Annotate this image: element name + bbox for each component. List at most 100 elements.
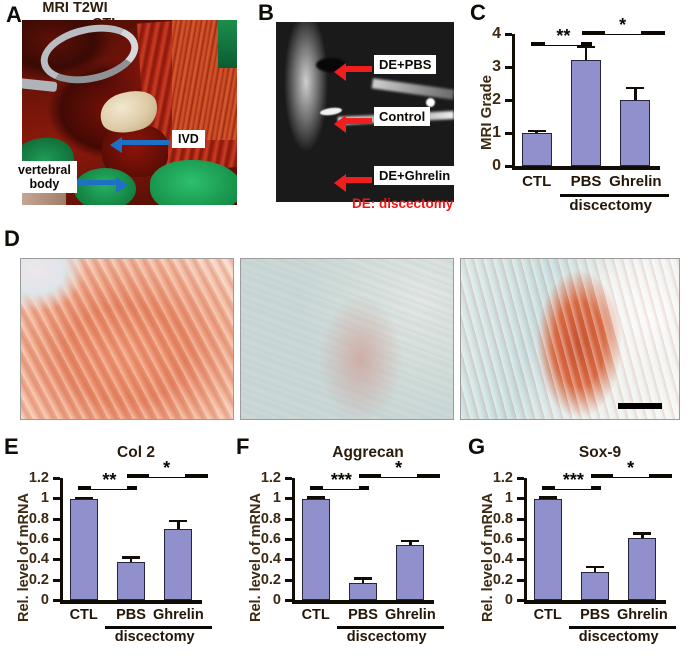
y-tick [285,578,292,582]
bar-ctl [533,499,562,600]
y-tick [53,477,60,480]
bar-ghrelin [396,545,425,600]
y-axis [524,478,527,600]
error-cap-pbs [122,556,140,559]
green-drape-4 [218,20,237,68]
x-tick-label-pbs: PBS [116,607,146,623]
y-tick [53,578,60,582]
y-tick [505,66,512,69]
sig-star-ctl-pbs: *** [555,471,592,489]
error-bar-pbs [129,556,133,563]
error-cap-ghrelin [626,86,645,90]
y-tick-label: 3 [492,58,501,75]
y-tick-label: 1.2 [492,469,513,486]
x-axis [292,600,434,604]
vertebral-body-label: vertebral body [12,161,77,193]
bar-ghrelin [628,537,657,600]
x-tick-label-pbs: PBS [580,607,610,623]
histology-image-ctl [20,258,234,420]
y-axis-label: Rel. level of mRNA [248,493,264,622]
y-tick-label: 0.4 [260,551,281,568]
de-footnote: DE: discectomy [352,196,454,211]
y-tick-label: 0 [504,591,513,608]
chart-panel-c: 0 1 2 3 4 CTL PBS Ghrelin ** * discectomy MRI Grade [460,0,700,222]
y-tick-label: 4 [492,25,501,42]
green-drape-3 [150,160,237,205]
y-tick [285,497,292,501]
y-tick-label: 1 [504,490,513,507]
y-tick [517,578,524,582]
y-axis [512,34,515,166]
error-bar-ghrelin [409,539,412,546]
y-tick [53,517,60,521]
plot-area: 0 0.2 0.4 0.6 0.8 1 1.2 CTL PBS Ghrelin *** * discec… [493,459,677,645]
y-axis-label: MRI Grade [478,74,495,150]
error-bar-ghrelin [641,532,644,538]
y-tick-label: 2 [492,91,501,108]
y-tick-label: 0.2 [28,571,49,588]
sig-star-pbs-ghrelin: * [380,459,417,477]
y-tick [517,477,524,480]
y-tick [53,599,60,602]
x-tick-label-ctl: CTL [301,607,330,623]
sig-star-pbs-ghrelin: * [148,459,185,477]
y-tick [285,477,292,480]
x-tick-label-ctl: CTL [522,173,552,190]
histology-image-ghrelin [460,258,680,420]
discectomy-group-line [560,194,670,197]
panel-letter-d: D [4,226,20,251]
y-tick-label: 0.2 [260,571,281,588]
error-cap-ghrelin [633,532,652,535]
y-tick-label: 0.2 [492,571,513,588]
y-tick-label: 1 [492,124,501,141]
y-tick-label: 0.6 [28,530,49,547]
y-tick-label: 1.2 [260,469,281,486]
panel-letter-c: C [470,0,486,25]
x-tick-label-ghrelin: Ghrelin [616,607,668,623]
chart-title: Sox-9 [578,444,622,461]
error-bar-pbs [593,565,597,572]
y-tick-label: 1 [40,490,49,507]
y-tick-label: 0.4 [492,551,513,568]
y-tick [517,558,524,562]
x-axis [60,600,202,604]
plot-area: 0 1 2 3 4 CTL PBS Ghrelin ** * discectomy [492,16,670,214]
y-tick-label: 0 [272,591,281,608]
chart-panel-g: 0 0.2 0.4 0.6 0.8 1 1.2 CTL PBS Ghrelin *** * discec… [464,430,700,662]
vertebral-body-label-line2: body [29,177,60,191]
x-axis [512,166,660,170]
x-tick-label-ctl: CTL [69,607,98,623]
y-tick [285,517,292,521]
y-tick-label: 1.2 [28,469,49,486]
sig-star-ctl-pbs: ** [545,27,582,45]
discectomy-group-line [569,626,677,629]
error-cap-ctl [74,496,93,500]
x-tick-label-pbs: PBS [570,173,602,190]
error-cap-ctl [306,496,325,499]
bar-pbs [571,60,601,166]
scale-bar [618,403,662,409]
y-tick [517,517,524,521]
y-tick-label: 0 [40,591,49,608]
y-tick [505,165,512,168]
panel-letter-g: G [468,434,486,459]
chart-title: Col 2 [117,444,155,461]
error-cap-ghrelin [169,519,188,523]
error-bar-pbs [361,577,365,583]
error-cap-pbs [354,577,372,580]
panel-letter-a: A [6,2,22,27]
error-cap-ghrelin [401,539,420,542]
bar-ghrelin [620,100,651,166]
bar-ctl [69,499,98,600]
error-cap-ctl [538,496,557,499]
y-tick [517,538,524,541]
plot-area: 0 0.2 0.4 0.6 0.8 1 1.2 CTL PBS Ghrelin ** * discect… [29,459,213,645]
bar-ctl [301,499,330,600]
discectomy-group-label: discectomy [346,629,427,645]
error-cap-pbs [586,565,604,569]
y-axis-label: Rel. level of mRNA [480,493,496,622]
y-tick [53,558,60,562]
panel-letter-b: B [258,0,274,25]
y-tick [285,558,292,562]
ivd-label: IVD [172,130,205,148]
